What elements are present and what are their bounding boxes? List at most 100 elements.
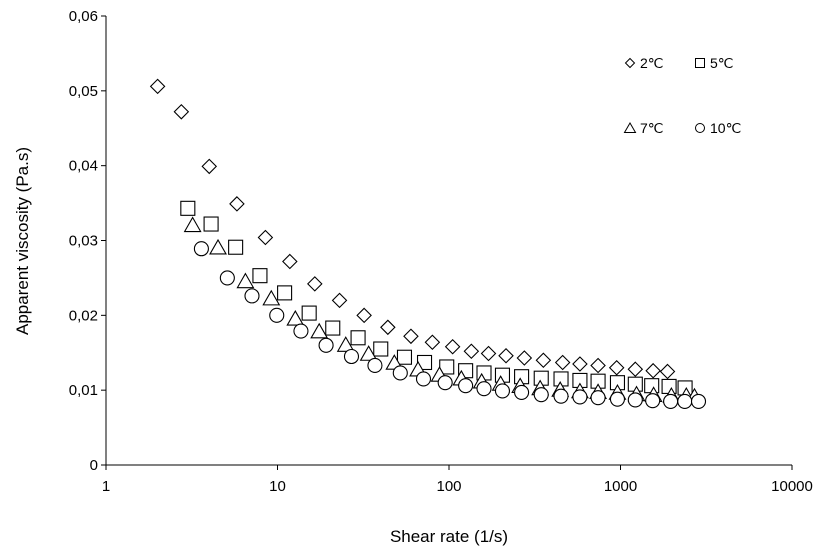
y-tick-label: 0 <box>90 457 98 474</box>
data-point-circle <box>415 371 432 387</box>
data-point-circle <box>392 365 408 381</box>
y-tick-label: 0,06 <box>69 8 98 25</box>
data-point-square <box>228 239 244 255</box>
data-point-diamond <box>201 158 218 175</box>
data-point-diamond <box>516 350 533 366</box>
data-point-square <box>396 349 413 365</box>
data-point-circle <box>269 307 285 323</box>
data-point-circle <box>645 393 661 409</box>
legend-label: 10℃ <box>710 120 741 136</box>
x-tick-label: 10 <box>269 478 286 495</box>
legend-item: 5℃ <box>695 55 734 71</box>
data-point-triangle <box>359 345 378 361</box>
x-axis-ticks: 1 10 100 1000 10000 <box>102 465 813 495</box>
series-square <box>180 200 693 396</box>
series-triangle <box>183 216 704 404</box>
data-point-square <box>180 200 196 216</box>
data-point-diamond <box>645 362 661 379</box>
data-point-diamond <box>659 363 676 380</box>
data-point-circle <box>193 241 209 257</box>
y-tick-label: 0,01 <box>69 382 98 399</box>
y-tick-label: 0,03 <box>69 233 98 250</box>
data-point-diamond <box>331 292 348 309</box>
data-point-square <box>350 330 366 346</box>
data-point-circle <box>627 392 643 408</box>
data-point-diamond <box>572 356 588 372</box>
data-point-diamond <box>590 357 606 374</box>
data-point-triangle <box>209 238 227 255</box>
legend: 2℃ 5℃ 7℃ 10℃ <box>623 55 741 136</box>
y-tick-label: 0,04 <box>69 158 98 175</box>
legend-marker-diamond <box>624 57 636 69</box>
data-point-square <box>203 216 219 232</box>
data-point-diamond <box>535 352 552 369</box>
legend-item: 7℃ <box>623 120 664 136</box>
series-layer <box>149 78 707 409</box>
legend-marker-square <box>695 58 705 68</box>
data-point-triangle <box>183 216 202 233</box>
data-point-square <box>277 285 293 301</box>
y-tick-label: 0,02 <box>69 307 98 324</box>
y-axis-title: Apparent viscosity (Pa.s) <box>13 147 32 335</box>
data-point-diamond <box>257 229 274 246</box>
data-point-diamond <box>627 361 644 377</box>
x-tick-label: 100 <box>436 478 461 495</box>
data-point-square <box>301 305 317 321</box>
data-point-triangle <box>310 322 329 339</box>
data-point-triangle <box>236 272 255 289</box>
data-point-diamond <box>229 196 245 212</box>
data-point-diamond <box>498 347 514 364</box>
legend-item: 10℃ <box>695 120 741 136</box>
data-point-diamond <box>463 343 480 360</box>
data-point-circle <box>458 378 474 394</box>
data-point-diamond <box>173 104 190 120</box>
data-point-diamond <box>149 78 166 95</box>
data-point-circle <box>244 288 260 304</box>
data-point-circle <box>437 375 453 391</box>
data-point-circle <box>494 383 511 399</box>
data-point-circle <box>690 393 707 409</box>
x-axis-title: Shear rate (1/s) <box>390 527 508 546</box>
data-point-diamond <box>380 319 396 336</box>
data-point-circle <box>677 393 693 409</box>
data-point-diamond <box>282 253 298 270</box>
data-point-triangle <box>336 336 355 352</box>
y-axis-ticks: 0 0,01 0,02 0,03 0,04 0,05 0,06 <box>69 8 106 474</box>
data-point-diamond <box>444 338 461 355</box>
legend-label: 5℃ <box>710 55 734 71</box>
data-point-diamond <box>608 359 625 376</box>
data-point-diamond <box>554 354 571 371</box>
data-point-circle <box>476 381 492 397</box>
data-point-triangle <box>286 309 305 326</box>
data-point-diamond <box>424 334 441 351</box>
data-point-circle <box>219 270 235 286</box>
data-point-circle <box>533 387 549 403</box>
x-tick-label: 10000 <box>771 478 813 495</box>
data-point-diamond <box>480 345 497 362</box>
legend-label: 2℃ <box>640 55 664 71</box>
data-point-circle <box>367 357 383 374</box>
legend-label: 7℃ <box>640 120 664 136</box>
data-point-diamond <box>403 328 419 345</box>
x-tick-label: 1000 <box>604 478 637 495</box>
data-point-circle <box>609 391 626 407</box>
series-diamond <box>149 78 676 380</box>
data-point-circle <box>572 389 588 405</box>
legend-item: 2℃ <box>624 55 664 71</box>
data-point-diamond <box>307 276 323 292</box>
data-point-square <box>252 268 268 284</box>
x-tick-label: 1 <box>102 478 110 495</box>
data-point-circle <box>343 348 360 365</box>
data-point-square <box>325 320 341 336</box>
data-point-circle <box>318 337 334 353</box>
data-point-triangle <box>262 289 281 306</box>
data-point-circle <box>553 388 569 404</box>
data-point-diamond <box>356 307 372 324</box>
data-point-circle <box>663 393 679 409</box>
data-point-square <box>373 341 389 357</box>
data-point-circle <box>590 390 606 406</box>
legend-marker-triangle <box>623 122 637 133</box>
legend-marker-circle <box>695 123 705 133</box>
y-tick-label: 0,05 <box>69 83 98 100</box>
